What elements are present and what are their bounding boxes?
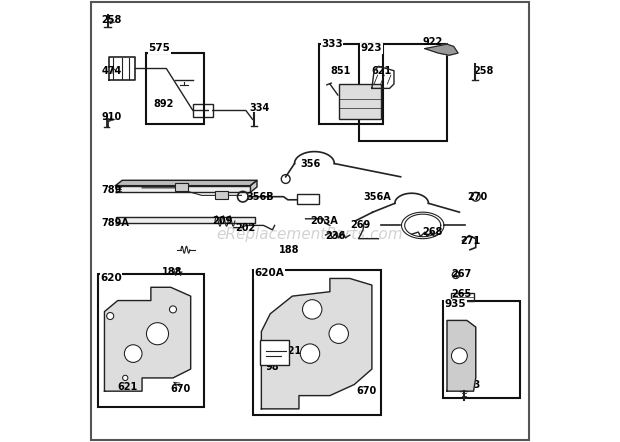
Text: 356B: 356B — [246, 192, 273, 202]
Text: 892: 892 — [153, 99, 174, 109]
Text: 203A: 203A — [310, 216, 338, 226]
Text: 670: 670 — [170, 384, 191, 394]
Text: 935: 935 — [445, 299, 466, 309]
Bar — [358, 44, 447, 141]
Text: 620: 620 — [100, 273, 122, 283]
Text: 269: 269 — [350, 221, 370, 230]
Text: 258: 258 — [474, 66, 494, 76]
Text: 271: 271 — [460, 236, 481, 246]
Text: 789: 789 — [102, 185, 122, 195]
Bar — [252, 270, 381, 415]
Text: 98: 98 — [266, 362, 280, 372]
Polygon shape — [250, 180, 257, 192]
Bar — [146, 53, 204, 124]
Polygon shape — [115, 180, 257, 186]
Text: 333: 333 — [321, 38, 343, 49]
Text: 922: 922 — [423, 37, 443, 47]
Circle shape — [303, 300, 322, 319]
Polygon shape — [104, 287, 191, 391]
Circle shape — [169, 306, 177, 313]
Text: 268: 268 — [423, 227, 443, 237]
Text: 621: 621 — [118, 382, 138, 392]
Bar — [319, 44, 383, 124]
Circle shape — [107, 312, 113, 320]
Text: 356: 356 — [300, 159, 321, 168]
Text: 209: 209 — [212, 216, 232, 226]
Text: 236: 236 — [326, 232, 346, 241]
Text: 258: 258 — [102, 15, 122, 25]
Circle shape — [329, 324, 348, 343]
Text: 334: 334 — [249, 103, 269, 113]
Polygon shape — [115, 186, 250, 192]
Text: eReplacementParts.com: eReplacementParts.com — [216, 227, 404, 242]
Text: 265: 265 — [451, 289, 472, 299]
Text: 910: 910 — [102, 112, 122, 122]
Text: 188: 188 — [279, 245, 299, 255]
Bar — [339, 84, 381, 119]
Text: 621: 621 — [371, 66, 391, 76]
Text: 620A: 620A — [255, 268, 285, 278]
Bar — [451, 293, 474, 301]
Bar — [297, 194, 319, 204]
Bar — [443, 301, 520, 398]
Polygon shape — [425, 44, 458, 55]
Circle shape — [451, 348, 467, 364]
Bar — [193, 104, 213, 117]
Circle shape — [123, 375, 128, 381]
Bar — [215, 191, 228, 199]
Text: 267: 267 — [451, 269, 472, 279]
Text: 188: 188 — [162, 267, 182, 277]
Bar — [98, 274, 204, 407]
Text: 670: 670 — [356, 386, 377, 396]
Bar — [260, 340, 289, 365]
Text: 789A: 789A — [102, 218, 129, 228]
Text: 356A: 356A — [363, 192, 391, 202]
Text: 270: 270 — [467, 192, 487, 202]
Circle shape — [125, 345, 142, 362]
Text: 202: 202 — [235, 223, 255, 232]
Polygon shape — [262, 278, 372, 409]
Text: 575: 575 — [149, 43, 170, 53]
Text: 851: 851 — [330, 66, 350, 76]
Text: 474: 474 — [102, 66, 122, 76]
Text: 423: 423 — [460, 380, 481, 389]
Circle shape — [146, 323, 169, 345]
Polygon shape — [447, 320, 476, 391]
Circle shape — [300, 344, 320, 363]
Text: 923: 923 — [361, 43, 383, 53]
Bar — [175, 183, 188, 191]
Text: 621: 621 — [281, 347, 301, 356]
Polygon shape — [115, 217, 255, 223]
